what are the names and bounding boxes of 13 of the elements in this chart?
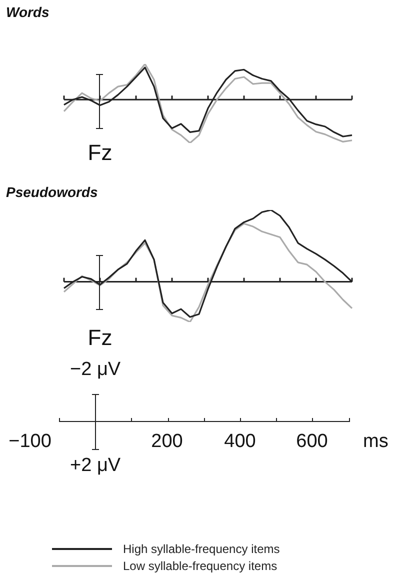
legend-label: Low syllable-frequency items: [123, 558, 278, 572]
text: 200: [151, 431, 183, 453]
annotation: Fz: [88, 140, 112, 166]
chart-title: Pseudowords: [6, 184, 98, 200]
text: +2 μV: [70, 455, 121, 477]
text: Fz: [88, 325, 112, 351]
text: 600: [296, 431, 328, 453]
text: −100: [8, 431, 52, 453]
text: ms: [363, 431, 388, 453]
text: 400: [224, 431, 256, 453]
chart-title: Words: [6, 4, 50, 20]
text: −2 μV: [70, 359, 121, 381]
legend-label: High syllable-frequency items: [123, 542, 280, 556]
